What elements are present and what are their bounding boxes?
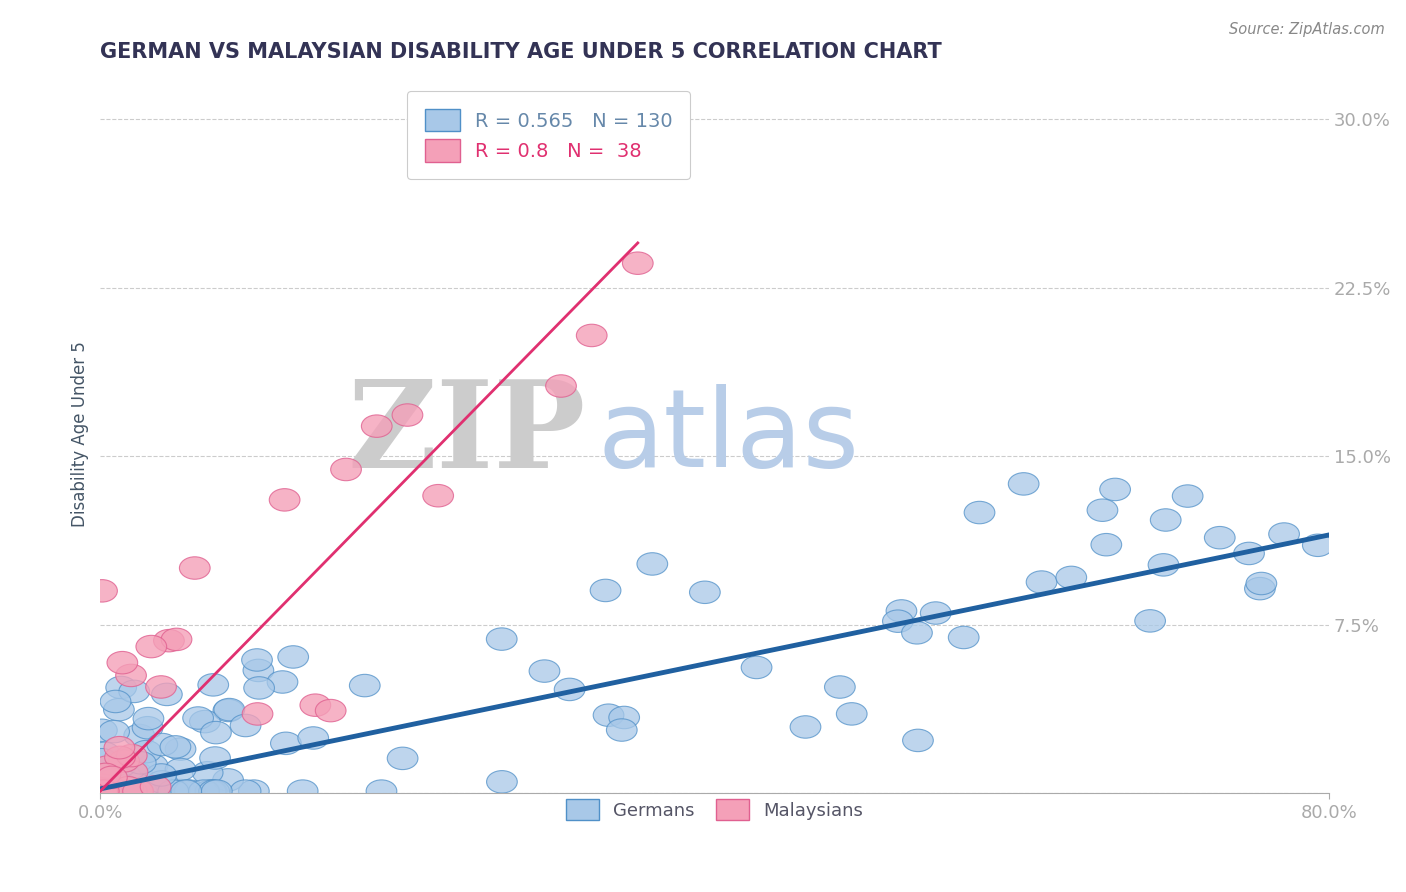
Text: ZIP: ZIP: [347, 375, 585, 493]
Y-axis label: Disability Age Under 5: Disability Age Under 5: [72, 341, 89, 527]
Legend: Germans, Malaysians: Germans, Malaysians: [551, 785, 877, 835]
Text: Source: ZipAtlas.com: Source: ZipAtlas.com: [1229, 22, 1385, 37]
Text: atlas: atlas: [598, 384, 860, 491]
Text: GERMAN VS MALAYSIAN DISABILITY AGE UNDER 5 CORRELATION CHART: GERMAN VS MALAYSIAN DISABILITY AGE UNDER…: [100, 42, 942, 62]
